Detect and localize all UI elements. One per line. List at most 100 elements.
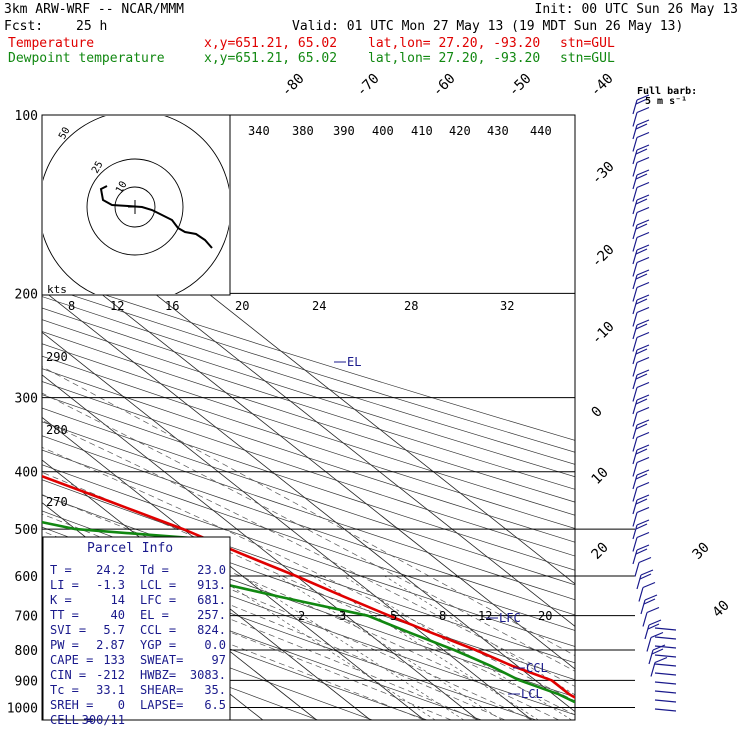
isotherm-tick-label: 20 — [589, 540, 612, 563]
wind-barb-flag — [635, 173, 648, 180]
dry-adiabat — [42, 494, 575, 681]
parcel-info-cell: 824. — [197, 623, 226, 637]
wind-barb-flag — [635, 423, 648, 430]
wind-barb-low — [654, 708, 677, 712]
wind-barb-staff — [636, 574, 642, 590]
dry-adiabat — [42, 355, 575, 529]
hodograph-ring-label: 25 — [90, 160, 106, 176]
wind-barb-flag — [635, 548, 648, 555]
parcel-info-cell: EL = — [140, 608, 169, 622]
wind-barb-flag — [636, 431, 650, 439]
wind-barb-staff — [650, 662, 656, 677]
parcel-info-cell: -212 — [96, 668, 125, 682]
theta-tick-label: 380 — [292, 124, 314, 138]
parcel-info-cell: CIN = — [50, 668, 86, 682]
moist-adiabat — [42, 471, 575, 716]
wind-barb-staff — [646, 637, 652, 652]
wind-barb-low — [654, 645, 677, 649]
wind-barb-staff — [634, 562, 640, 577]
temperature-trace — [42, 474, 575, 700]
wind-barb-flag — [636, 419, 650, 426]
wind-barb-staff — [632, 262, 638, 277]
moist-adiabat — [42, 420, 575, 687]
wind-barb-flag — [636, 181, 650, 189]
wind-barb-staff — [632, 112, 638, 127]
wind-barb-flag — [636, 456, 650, 464]
parcel-info-cell: TT = — [50, 608, 79, 622]
wind-barb-flag — [635, 473, 648, 480]
isotherm-tick-label: -80 — [279, 71, 308, 100]
wind-barb-flag — [636, 469, 650, 476]
hodograph-trace — [99, 185, 213, 249]
wind-barb-flag — [635, 448, 648, 455]
wind-barb-flag — [636, 269, 650, 276]
wind-barb-staff — [632, 462, 638, 477]
mixing-ratio-line — [215, 575, 436, 720]
mixing-ratio-label: 12 — [478, 609, 492, 623]
moist-adiabat — [42, 446, 575, 702]
hodograph: 10 25 50 kts — [41, 114, 231, 296]
isotherm-line — [42, 289, 575, 713]
wind-barb-staff — [632, 249, 638, 265]
wind-barb-staff — [632, 324, 638, 340]
ccl-annotation: CCL — [526, 661, 548, 675]
wind-barb-staff — [632, 537, 638, 552]
wind-barb-flag — [639, 573, 652, 580]
parcel-info-cell: SHEAR= — [140, 683, 183, 697]
moist-adiabat — [42, 530, 506, 720]
parcel-info-cell: 33.1 — [96, 683, 125, 697]
parcel-info-cell: 681. — [197, 593, 226, 607]
wind-barb-staff — [632, 474, 638, 490]
parcel-info-cell: 23.0 — [197, 563, 226, 577]
wind-barb-flag — [650, 631, 664, 639]
wind-barb-staff — [632, 149, 638, 165]
wind-barb-flag — [636, 206, 650, 214]
wind-barb-staff — [632, 137, 638, 152]
parcel-info-cell: PW = — [50, 638, 79, 652]
wind-barb-staff — [632, 287, 638, 302]
isotherm-line — [42, 331, 533, 720]
wind-barb-staff — [632, 424, 638, 440]
hodograph-speed-label: 28 — [404, 299, 418, 313]
dry-adiabat — [42, 407, 575, 586]
dry-adiabat — [42, 284, 575, 453]
valid-time: Valid: 01 UTC Mon 27 May 13 (19 MDT Sun … — [292, 19, 684, 34]
forecast-label: Fcst: — [4, 19, 44, 34]
wind-barb-flag — [636, 381, 650, 389]
parcel-info-cell: 0 — [118, 698, 125, 712]
theta-tick-label: 340 — [248, 124, 270, 138]
wind-barb-flag — [635, 348, 648, 355]
mixing-ratio-label: 2 — [298, 609, 305, 623]
parcel-info-cell: 257. — [197, 608, 226, 622]
parcel-info-cell: 35. — [204, 683, 226, 697]
wind-barb-flag — [652, 644, 666, 651]
wind-barb-flag — [636, 119, 650, 126]
wind-barb-staff — [632, 224, 638, 240]
wind-barb-low — [654, 663, 677, 667]
temperature-legend-xy: x,y=651.21, 65.02 — [204, 36, 338, 51]
moist-adiabat — [42, 545, 479, 720]
isotherm-tick-label: -20 — [589, 242, 618, 271]
wind-barb-staff — [632, 174, 638, 190]
moist-adiabat — [42, 392, 575, 672]
theta-tick-label: 420 — [449, 124, 471, 138]
wind-barb-flag — [636, 131, 650, 139]
pressure-tick-label: 900 — [15, 674, 38, 689]
parcel-info-cell: 6.5 — [204, 698, 226, 712]
wind-barb-flag — [646, 606, 660, 614]
wind-barb-staff — [632, 162, 638, 177]
theta-tick-label: 400 — [372, 124, 394, 138]
theta-tick-label: 290 — [46, 350, 68, 364]
theta-tick-label: 430 — [487, 124, 509, 138]
pressure-tick-label: 400 — [15, 466, 38, 481]
temperature-legend-station: stn=GUL — [560, 36, 615, 51]
wind-barb-staff — [632, 524, 638, 540]
wind-barb-flag — [638, 556, 652, 564]
parcel-info-cell: 14 — [111, 593, 125, 607]
wind-barb-flag — [635, 323, 648, 330]
parcel-info-cell: SVI = — [50, 623, 86, 637]
hodograph-speed-label: 20 — [235, 299, 249, 313]
mixing-ratio-line — [242, 575, 465, 720]
mixing-ratio-line — [312, 575, 539, 720]
